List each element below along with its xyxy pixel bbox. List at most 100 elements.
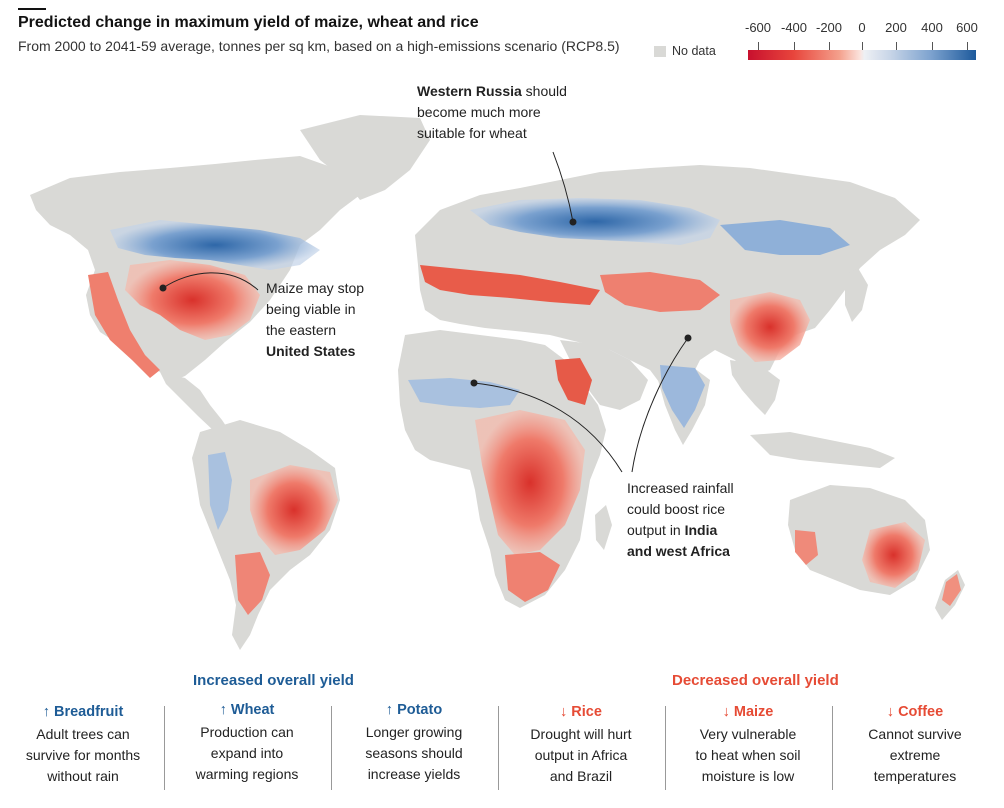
crop-desc-line: and Brazil (549, 768, 613, 784)
crop-description: Drought will hurt output in Africa and B… (498, 724, 664, 787)
crop-desc-line: moisture is low (701, 768, 795, 784)
increase-russia (470, 198, 720, 245)
crop-desc-line: Drought will hurt (530, 726, 632, 742)
annotation-india-line2: could boost rice (627, 501, 726, 517)
crop-name: ↑ Breadfruit (42, 704, 124, 720)
annotation-russia-line3: suitable for wheat (417, 125, 527, 141)
land-southeast-asia (730, 360, 780, 415)
crop-desc-line: extreme (889, 747, 941, 763)
legend-tick-mark (862, 42, 863, 52)
world-map (30, 115, 965, 650)
crop-potato: ↑ Potato Longer growing seasons should i… (331, 700, 497, 785)
annotation-russia-line2: become much more (417, 104, 541, 120)
crop-desc-line: Very vulnerable (699, 726, 797, 742)
decrease-brazil (250, 465, 338, 555)
annotation-india-bold2: and west Africa (627, 543, 730, 559)
crop-desc-line: Adult trees can (36, 726, 130, 742)
crop-name: ↑ Potato (385, 702, 443, 718)
decrease-argentina (235, 552, 270, 615)
annotation-russia-text: should (521, 83, 567, 99)
legend-tick-mark (829, 42, 830, 52)
crop-desc-line: warming regions (195, 766, 299, 782)
decrease-china (730, 292, 810, 362)
leader-us (162, 272, 259, 291)
land-masses (30, 115, 965, 650)
leader-dot-us (159, 284, 167, 292)
crop-columns: ↑ Breadfruit Adult trees can survive for… (0, 700, 1004, 800)
increase-india (660, 365, 705, 428)
legend-color-bar (748, 50, 976, 60)
crop-desc-line: Cannot survive (868, 726, 962, 742)
crop-description: Adult trees can survive for months witho… (0, 724, 166, 787)
crop-description: Cannot survive extreme temperatures (832, 724, 998, 787)
annotation-us-bold: United States (266, 343, 356, 359)
crop-desc-line: seasons should (365, 745, 463, 761)
crop-name: ↑ Wheat (219, 702, 275, 718)
crop-desc-line: increase yields (367, 766, 461, 782)
column-divider (498, 706, 499, 790)
crop-desc-line: without rain (47, 768, 119, 784)
crop-desc-line: output in Africa (534, 747, 628, 763)
land-indonesia (750, 432, 895, 468)
chart-subtitle: From 2000 to 2041-59 average, tonnes per… (18, 38, 620, 54)
legend-tick-label: 0 (858, 20, 866, 35)
crop-name: ↓ Maize (722, 704, 774, 720)
crop-rice: ↓ Rice Drought will hurt output in Afric… (498, 700, 664, 787)
legend-tick-mark (932, 42, 933, 52)
increase-north-america (110, 220, 320, 270)
crop-desc-line: temperatures (873, 768, 957, 784)
crop-name: ↓ Rice (560, 704, 602, 720)
crop-desc-line: Production can (200, 724, 294, 740)
annotation-russia-bold: Western Russia (417, 83, 522, 99)
decrease-west-us-mexico (88, 272, 160, 378)
no-data-swatch (654, 45, 666, 57)
crop-breadfruit: ↑ Breadfruit Adult trees can survive for… (0, 700, 166, 787)
crop-name: ↓ Coffee (886, 704, 944, 720)
yield-change-overlays (88, 198, 961, 615)
legend-tick-label: -600 (744, 20, 772, 35)
land-madagascar (595, 505, 612, 550)
crop-description: Longer growing seasons should increase y… (331, 722, 497, 785)
leader-dot-india (684, 334, 692, 342)
decrease-central-asia (600, 272, 720, 312)
leader-india (631, 337, 689, 473)
decrease-se-australia (862, 522, 925, 588)
title-rule (18, 8, 46, 10)
land-japan (845, 268, 868, 322)
crop-desc-line: to heat when soil (695, 747, 801, 763)
column-divider (331, 706, 332, 790)
decrease-south-africa (505, 552, 560, 602)
annotation-india-line1: Increased rainfall (627, 480, 734, 496)
leader-russia (552, 151, 574, 223)
annotation-india-bold1: India (684, 522, 718, 538)
decreased-yield-heading: Decreased overall yield (672, 672, 839, 689)
legend-tick-mark (896, 42, 897, 52)
column-divider (164, 706, 165, 790)
legend-tick-mark (967, 42, 968, 52)
legend-tick-mark (794, 42, 795, 52)
chart-title: Predicted change in maximum yield of mai… (18, 14, 479, 31)
legend-tick-label: -200 (815, 20, 843, 35)
land-greenland (300, 115, 430, 200)
annotation-us-line2: being viable in (266, 301, 356, 317)
crop-desc-line: survive for months (25, 747, 141, 763)
legend-tick-label: 200 (885, 20, 907, 35)
column-divider (832, 706, 833, 790)
decrease-eastern-us (125, 260, 260, 340)
annotation-us-line1: Maize may stop (266, 280, 365, 296)
decrease-sw-australia (795, 530, 818, 565)
legend-tick-labels: -600 -400 -200 0 200 400 600 (744, 20, 980, 36)
crop-maize: ↓ Maize Very vulnerable to heat when soi… (665, 700, 831, 787)
crop-coffee: ↓ Coffee Cannot survive extreme temperat… (832, 700, 998, 787)
annotation-leaders (159, 151, 692, 473)
legend-tick-label: 400 (921, 20, 943, 35)
crop-description: Very vulnerable to heat when soil moistu… (665, 724, 831, 787)
crop-desc-line: expand into (210, 745, 284, 761)
leader-dot-russia (569, 218, 577, 226)
leader-dot-west-africa (470, 379, 478, 387)
decrease-central-africa (475, 410, 585, 555)
land-uk (437, 240, 452, 270)
increase-east-russia (720, 220, 850, 255)
increased-yield-heading: Increased overall yield (193, 672, 354, 689)
land-arabia (560, 340, 648, 410)
